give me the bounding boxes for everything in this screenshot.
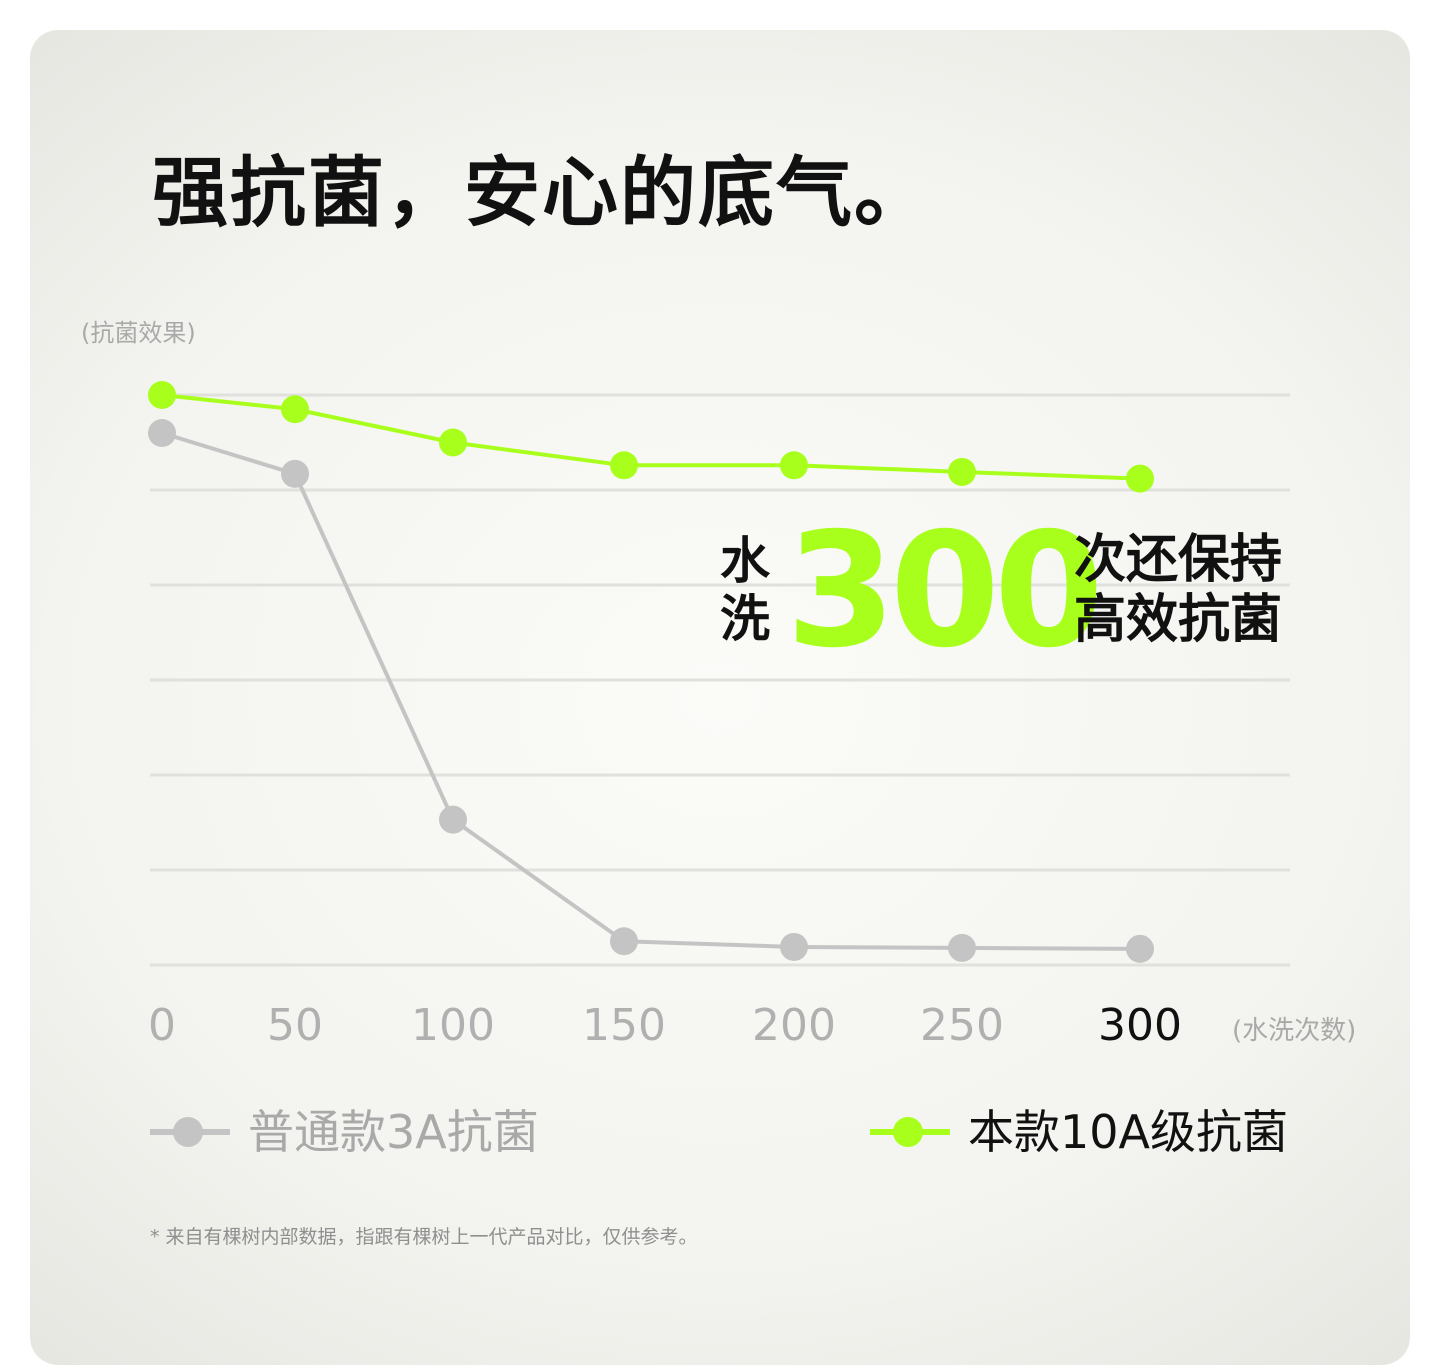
highlight-text-line1: 次还保持	[1074, 530, 1283, 590]
legend-marker-current-icon	[870, 1117, 950, 1147]
legend-marker-standard-icon	[150, 1117, 230, 1147]
x-tick-label: 50	[267, 1000, 323, 1051]
highlight-prefix-line2: 洗	[720, 590, 770, 648]
data-point-standard	[780, 932, 808, 961]
legend-label-current: 本款10A级抗菌	[968, 1105, 1289, 1159]
x-tick-label: 150	[582, 1000, 666, 1051]
highlight-number: 300	[786, 499, 1104, 683]
y-axis-label: (抗菌效果)	[81, 319, 196, 347]
data-point-current	[148, 381, 176, 409]
data-point-current	[1126, 464, 1154, 493]
x-tick-label: 100	[411, 1000, 495, 1051]
data-point-current	[439, 428, 467, 457]
data-point-current	[780, 451, 808, 480]
data-point-current	[281, 395, 309, 424]
highlight-text: 次还保持 高效抗菌	[1074, 530, 1282, 650]
page-title: 强抗菌，安心的底气。	[152, 148, 932, 237]
x-axis-label: (水洗次数)	[1232, 1016, 1357, 1046]
data-point-current	[948, 457, 976, 486]
x-tick-label: 300	[1098, 1000, 1182, 1051]
data-point-standard	[1126, 934, 1154, 963]
x-tick-label: 250	[920, 1000, 1004, 1051]
data-point-standard	[148, 419, 176, 447]
highlight-prefix: 水 洗	[715, 532, 775, 648]
data-point-standard	[439, 805, 467, 834]
footnote: * 来自有棵树内部数据，指跟有棵树上一代产品对比，仅供参考。	[150, 1226, 698, 1248]
highlight-prefix-line1: 水	[720, 532, 770, 590]
data-point-current	[610, 451, 638, 480]
data-point-standard	[281, 459, 309, 488]
data-point-standard	[610, 927, 638, 956]
highlight-text-line2: 高效抗菌	[1074, 590, 1283, 650]
legend-label-standard: 普通款3A抗菌	[248, 1105, 539, 1159]
x-tick-label: 200	[752, 1000, 836, 1051]
infographic-card	[30, 30, 1410, 1365]
data-point-standard	[948, 933, 976, 962]
x-tick-label: 0	[148, 1000, 176, 1051]
